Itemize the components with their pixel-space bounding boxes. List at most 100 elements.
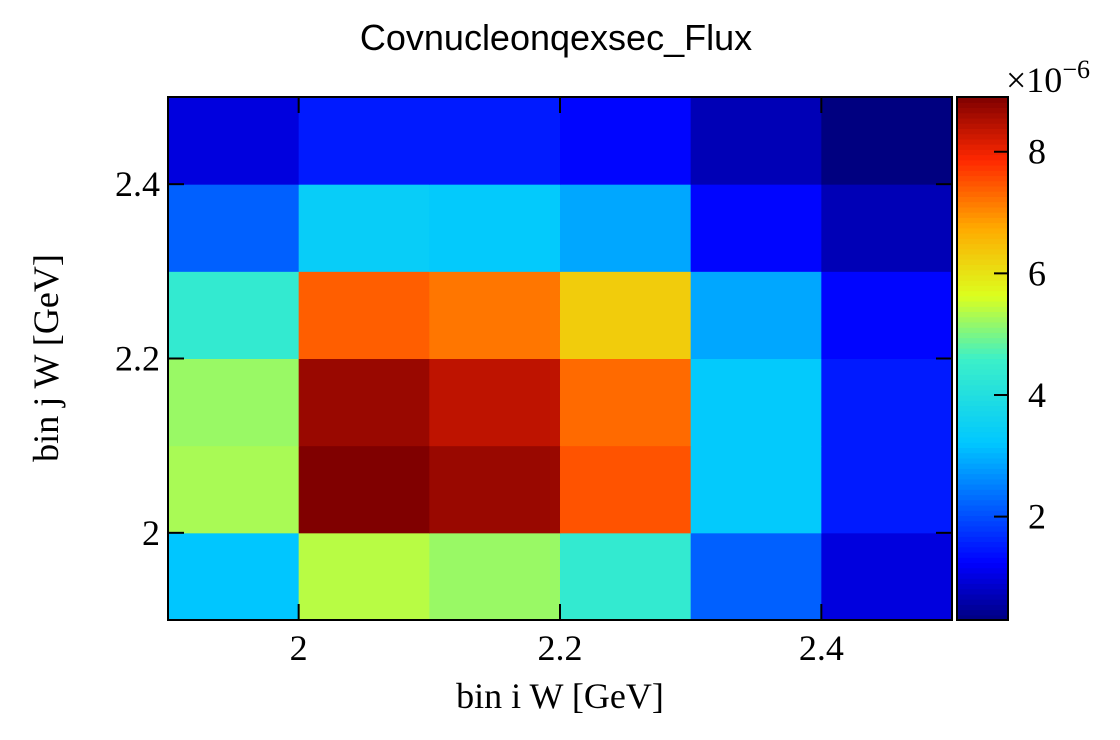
color-scale-segment — [957, 447, 1008, 454]
color-scale-segment — [957, 536, 1008, 543]
color-scale-segment — [957, 259, 1008, 265]
color-scale-segment — [957, 164, 1008, 171]
color-scale-segment — [957, 159, 1008, 166]
heatmap-cell — [560, 97, 692, 185]
heatmap-cell — [298, 271, 430, 359]
color-scale-segment — [957, 264, 1008, 271]
color-scale-tick-label: 4 — [1028, 375, 1046, 415]
multiplier-base: ×10 — [1006, 60, 1062, 100]
color-scale-segment — [957, 614, 1008, 621]
color-scale-segment — [957, 599, 1008, 605]
color-scale-segment — [957, 426, 1008, 433]
heatmap-cell — [429, 358, 561, 447]
heatmap-cell — [168, 532, 300, 621]
color-scale-segment — [957, 541, 1008, 548]
heatmap-cell — [168, 184, 300, 272]
color-scale-segment — [957, 504, 1008, 511]
color-scale-segment — [957, 436, 1008, 443]
color-scale-segment — [957, 457, 1008, 464]
x-tick-label: 2.4 — [799, 628, 844, 668]
heatmap-cell — [168, 445, 300, 534]
chart-title: Covnucleonqexsec_Flux — [360, 17, 752, 58]
color-scale-segment — [957, 253, 1008, 260]
color-scale-segment — [957, 212, 1008, 218]
color-scale-segment — [957, 395, 1008, 401]
heatmap-cell — [429, 271, 561, 359]
color-scale-segment — [957, 154, 1008, 161]
color-scale-segment — [957, 112, 1008, 119]
heatmap-cell — [298, 184, 430, 272]
color-scale-frame — [956, 96, 1009, 621]
heatmap-cell — [821, 97, 953, 185]
color-scale-segment — [957, 238, 1008, 245]
multiplier-exponent: −6 — [1062, 55, 1090, 84]
color-scale-segment — [957, 144, 1008, 150]
color-scale-segment — [957, 562, 1008, 569]
y-tick-label: 2.4 — [115, 164, 160, 204]
heatmap-cell — [690, 97, 822, 185]
color-scale-segment — [957, 416, 1008, 422]
color-scale-segment — [957, 175, 1008, 182]
color-scale-tick-label: 6 — [1028, 253, 1046, 293]
color-scale-segment — [957, 348, 1008, 354]
color-scale-segment — [957, 149, 1008, 156]
color-scale-segment — [957, 248, 1008, 255]
color-scale-segment — [957, 494, 1008, 501]
color-scale-segment — [957, 353, 1008, 360]
color-scale-segment — [957, 97, 1008, 103]
heatmap-cell — [821, 358, 953, 447]
y-axis-ticks: 2 2.2 2.4 — [115, 164, 952, 553]
color-scale-segment — [957, 510, 1008, 516]
color-scale-segment — [957, 102, 1008, 109]
heatmap-cells — [168, 97, 953, 621]
color-scale-segment — [957, 358, 1008, 365]
color-scale-segment — [957, 546, 1008, 553]
heatmap-cell — [168, 358, 300, 447]
color-scale-segment — [957, 280, 1008, 286]
color-scale-segment — [957, 499, 1008, 506]
color-scale-segment — [957, 342, 1008, 349]
color-scale-segment — [957, 133, 1008, 140]
heatmap-cell — [560, 532, 692, 621]
color-scale-bar — [957, 97, 1008, 621]
color-scale-segment — [957, 316, 1008, 323]
heatmap-cell — [821, 532, 953, 621]
color-scale-multiplier: ×10−6 — [1006, 55, 1090, 100]
color-scale-segment — [957, 128, 1008, 135]
heatmap-cell — [560, 271, 692, 359]
x-tick-label: 2 — [290, 628, 308, 668]
color-scale-segment — [957, 583, 1008, 590]
y-tick-label: 2.2 — [115, 339, 160, 379]
color-scale-segment — [957, 285, 1008, 292]
color-scale-segment — [957, 337, 1008, 344]
heatmap-cell — [298, 97, 430, 185]
heatmap-cell — [560, 358, 692, 447]
color-scale-segment — [957, 468, 1008, 475]
color-scale-segment — [957, 327, 1008, 333]
color-scale-segment — [957, 374, 1008, 381]
color-scale-segment — [957, 217, 1008, 224]
color-scale-segment — [957, 531, 1008, 537]
heatmap-cell — [429, 97, 561, 185]
color-scale-segment — [957, 117, 1008, 124]
heatmap-cell — [298, 358, 430, 447]
heatmap-cell — [560, 445, 692, 534]
color-scale-segment — [957, 384, 1008, 391]
color-scale-segment — [957, 421, 1008, 428]
color-scale-segment — [957, 489, 1008, 496]
color-scale-segment — [957, 227, 1008, 234]
color-scale-tick-label: 2 — [1028, 497, 1046, 537]
color-scale-segment — [957, 431, 1008, 438]
heatmap-cell — [690, 445, 822, 534]
heatmap-cell — [298, 532, 430, 621]
color-scale-segment — [957, 557, 1008, 564]
color-scale-segment — [957, 379, 1008, 386]
color-scale-segment — [957, 306, 1008, 313]
color-scale-segment — [957, 300, 1008, 307]
color-scale-segment — [957, 138, 1008, 145]
color-scale-segment — [957, 463, 1008, 469]
color-scale-segment — [957, 389, 1008, 396]
heatmap-cell — [560, 184, 692, 272]
heatmap-cell — [168, 97, 300, 185]
color-scale-segment — [957, 567, 1008, 574]
